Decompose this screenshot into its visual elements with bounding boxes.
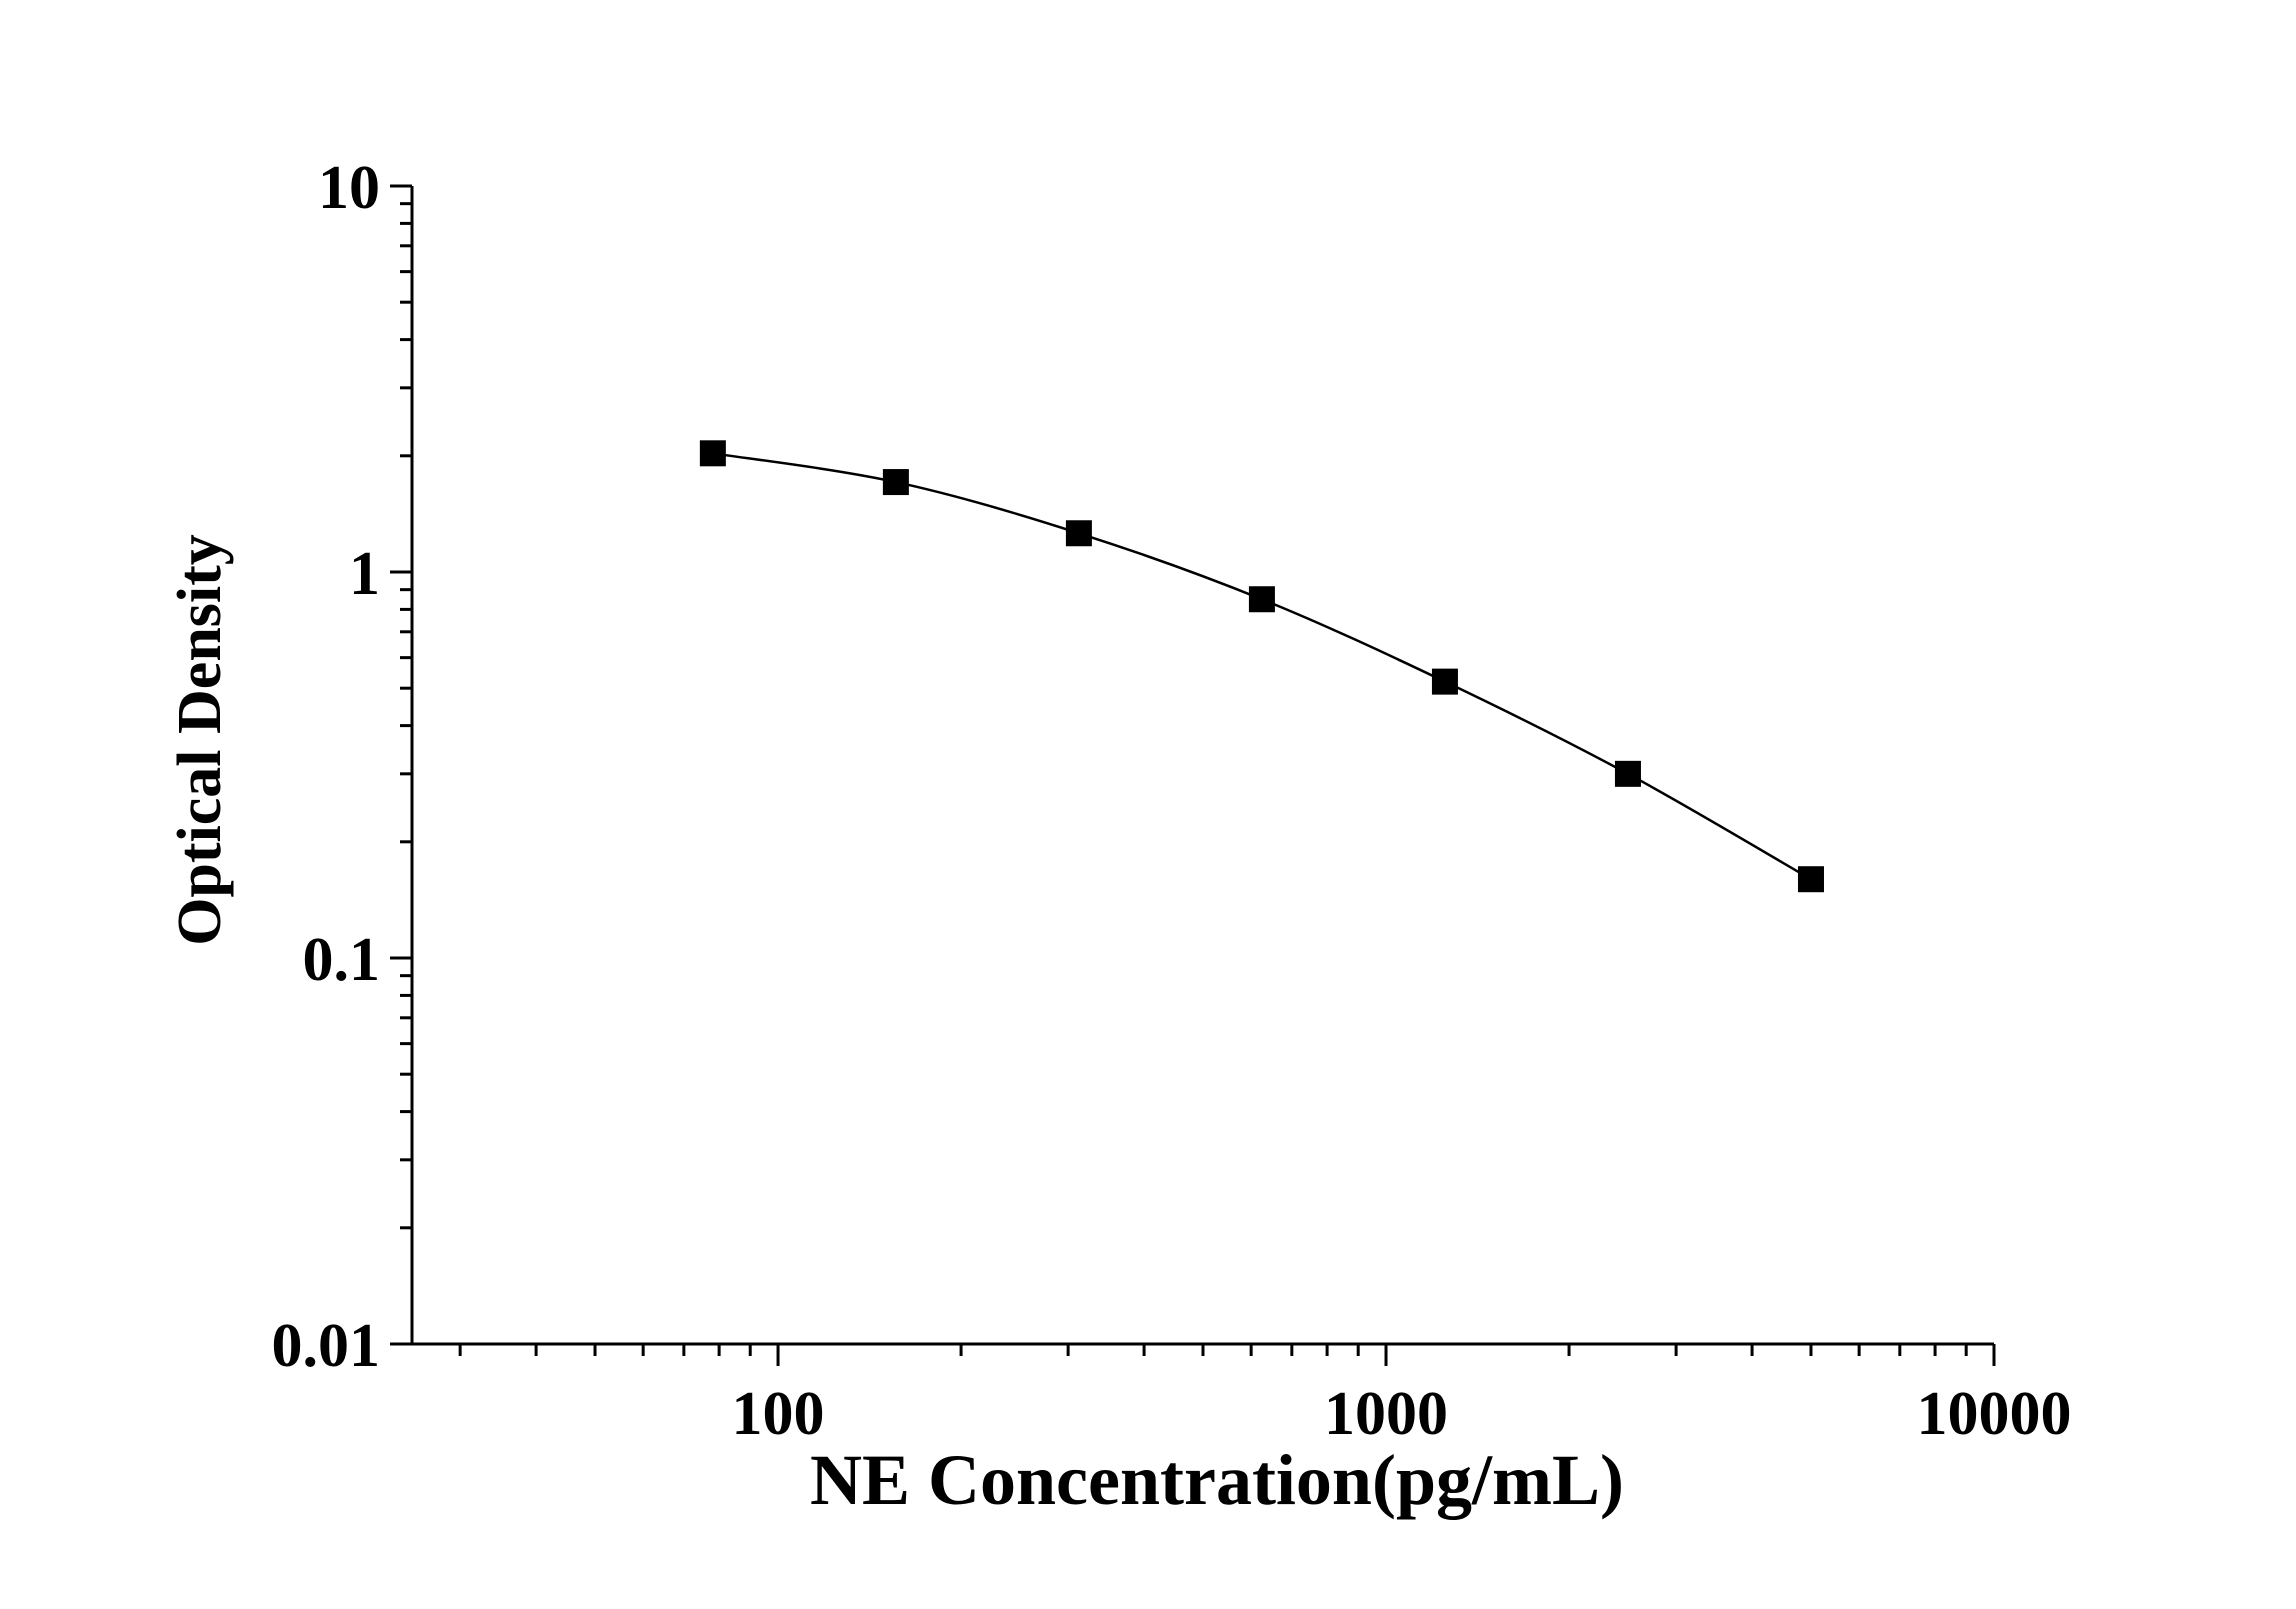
data-point xyxy=(1614,760,1641,787)
data-series xyxy=(699,440,1824,893)
axes xyxy=(410,186,1994,1346)
y-tick-label: 1 xyxy=(349,540,380,608)
series-line xyxy=(712,452,1812,881)
x-tick-label: 10000 xyxy=(1917,1380,2072,1448)
data-point xyxy=(1797,866,1824,893)
data-point xyxy=(1248,586,1275,613)
y-tick-label: 10 xyxy=(318,154,380,222)
data-point xyxy=(699,440,726,467)
y-axis-title: Optical Density xyxy=(166,534,234,946)
y-tick-label: 0.1 xyxy=(303,926,381,994)
y-tick-label: 0.01 xyxy=(272,1312,381,1380)
x-tick-label: 1000 xyxy=(1324,1380,1448,1448)
x-tick-label: 100 xyxy=(732,1380,825,1448)
data-point xyxy=(1431,668,1458,695)
x-axis-title: NE Concentration(pg/mL) xyxy=(810,1440,1624,1520)
data-point xyxy=(882,469,909,496)
data-point xyxy=(1065,520,1092,547)
ticks: 0.01 0.1 1 10 100 1000 10000 xyxy=(272,154,2072,1448)
